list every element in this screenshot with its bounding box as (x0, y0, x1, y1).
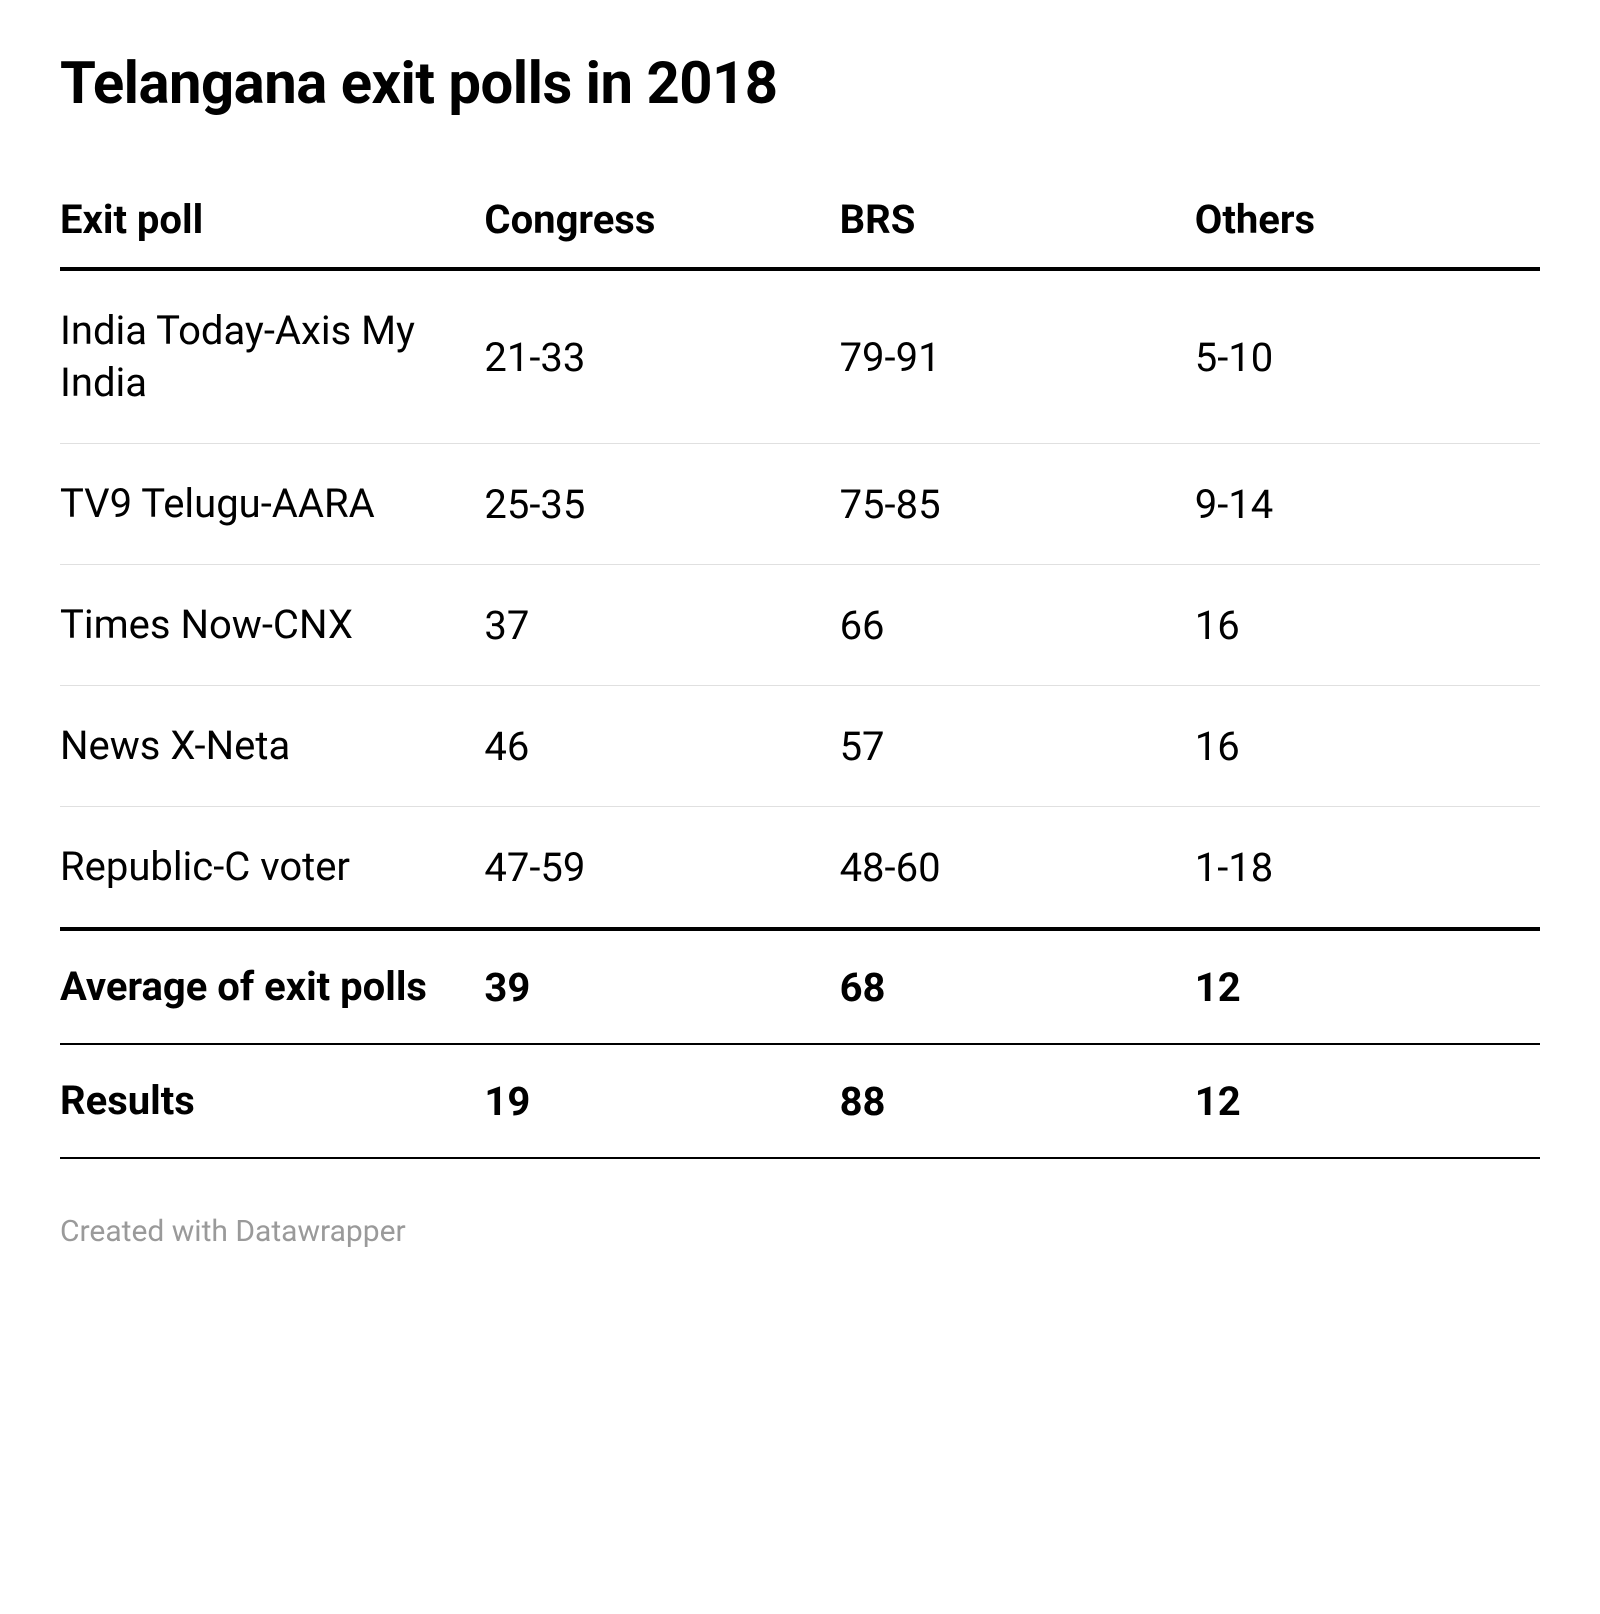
cell-brs: 66 (830, 565, 1185, 686)
table-row-results: Results 19 88 12 (60, 1044, 1540, 1158)
cell-congress: 47-59 (474, 807, 829, 930)
cell-others: 9-14 (1185, 444, 1540, 565)
cell-poll: India Today-Axis My India (60, 269, 474, 444)
cell-others: 12 (1185, 929, 1540, 1044)
cell-congress: 39 (474, 929, 829, 1044)
table-row: Republic-C voter 47-59 48-60 1-18 (60, 807, 1540, 930)
cell-poll: Results (60, 1044, 474, 1158)
col-header-brs: BRS (830, 178, 1185, 269)
table-row: TV9 Telugu-AARA 25-35 75-85 9-14 (60, 444, 1540, 565)
cell-poll: Average of exit polls (60, 929, 474, 1044)
cell-congress: 19 (474, 1044, 829, 1158)
cell-others: 16 (1185, 686, 1540, 807)
table-row: India Today-Axis My India 21-33 79-91 5-… (60, 269, 1540, 444)
page-title: Telangana exit polls in 2018 (60, 50, 1540, 118)
cell-poll: TV9 Telugu-AARA (60, 444, 474, 565)
cell-congress: 37 (474, 565, 829, 686)
cell-congress: 21-33 (474, 269, 829, 444)
cell-brs: 75-85 (830, 444, 1185, 565)
cell-others: 12 (1185, 1044, 1540, 1158)
cell-brs: 57 (830, 686, 1185, 807)
cell-poll: Times Now-CNX (60, 565, 474, 686)
table-row-average: Average of exit polls 39 68 12 (60, 929, 1540, 1044)
cell-brs: 68 (830, 929, 1185, 1044)
table-row: Times Now-CNX 37 66 16 (60, 565, 1540, 686)
table-header-row: Exit poll Congress BRS Others (60, 178, 1540, 269)
col-header-exitpoll: Exit poll (60, 178, 474, 269)
cell-brs: 88 (830, 1044, 1185, 1158)
cell-others: 1-18 (1185, 807, 1540, 930)
cell-congress: 46 (474, 686, 829, 807)
col-header-others: Others (1185, 178, 1540, 269)
cell-brs: 48-60 (830, 807, 1185, 930)
col-header-congress: Congress (474, 178, 829, 269)
cell-others: 5-10 (1185, 269, 1540, 444)
cell-poll: Republic-C voter (60, 807, 474, 930)
footer-attribution: Created with Datawrapper (60, 1214, 1540, 1249)
exit-poll-table: Exit poll Congress BRS Others India Toda… (60, 178, 1540, 1159)
cell-brs: 79-91 (830, 269, 1185, 444)
cell-poll: News X-Neta (60, 686, 474, 807)
cell-congress: 25-35 (474, 444, 829, 565)
table-row: News X-Neta 46 57 16 (60, 686, 1540, 807)
cell-others: 16 (1185, 565, 1540, 686)
